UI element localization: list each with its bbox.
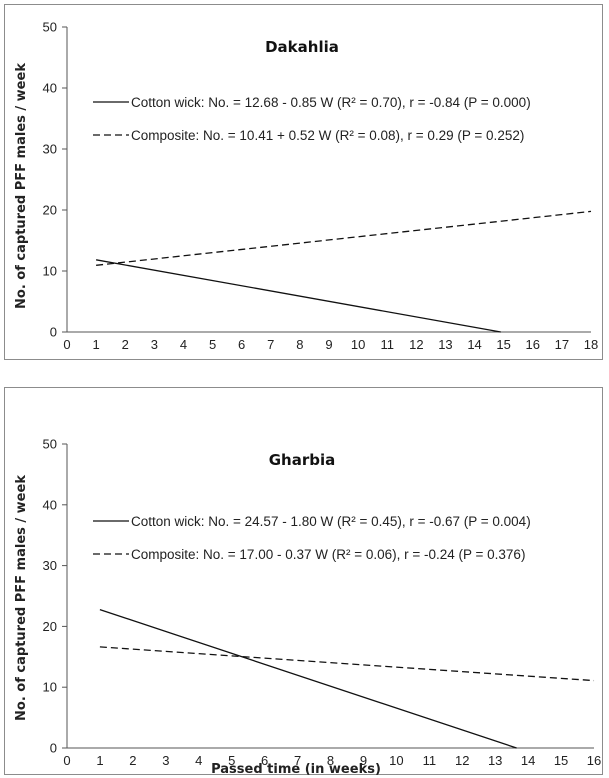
chart1-title: Dakahlia [265, 38, 339, 56]
chart2-x-tick-label: 6 [261, 753, 268, 768]
chart2-legend-entry: Cotton wick: No. = 24.57 - 1.80 W (R² = … [131, 514, 531, 529]
chart1-x-tick-label: 6 [238, 337, 245, 352]
chart1-x-tick-label: 1 [92, 337, 99, 352]
chart2-x-tick-label: 9 [360, 753, 367, 768]
chart1-legend-entry: Composite: No. = 10.41 + 0.52 W (R² = 0.… [131, 128, 524, 143]
chart1-series-line-cotton-wick [95, 259, 501, 333]
chart1-x-tick-label: 13 [438, 337, 452, 352]
chart1-y-tick-label: 20 [43, 203, 57, 218]
chart2-y-tick-label: 0 [50, 741, 57, 756]
chart2-x-tick-label: 13 [488, 753, 502, 768]
chart1-y-tick-label: 10 [43, 264, 57, 279]
chart2-y-tick-label: 40 [43, 497, 57, 512]
chart2-x-tick-label: 7 [294, 753, 301, 768]
chart1-y-tick-label: 50 [43, 20, 57, 35]
chart2-x-tick-label: 15 [554, 753, 568, 768]
chart2-x-tick-label: 10 [389, 753, 403, 768]
chart2-y-tick-label: 30 [43, 558, 57, 573]
chart2-x-tick-label: 11 [423, 753, 437, 768]
chart2-y-axis-title: No. of captured PFF males / week [14, 475, 29, 721]
chart2-title: Gharbia [269, 451, 336, 469]
chart2-y-tick-label: 20 [43, 619, 57, 634]
chart2-x-tick-label: 14 [521, 753, 535, 768]
chart2-x-tick-label: 12 [455, 753, 469, 768]
chart2-series-line-cotton-wick [99, 608, 517, 749]
chart1-series-line-composite [96, 210, 592, 266]
chart-panel-dakahlia [4, 4, 603, 360]
chart1-x-tick-label: 15 [496, 337, 510, 352]
chart1-x-tick-label: 3 [151, 337, 158, 352]
chart2-y-tick-label: 50 [43, 437, 57, 452]
chart2-x-tick-label: 5 [228, 753, 235, 768]
chart1-x-tick-label: 2 [122, 337, 129, 352]
chart2-x-tick-label: 2 [129, 753, 136, 768]
chart2-x-tick-label: 4 [195, 753, 202, 768]
chart2-x-axis-title: Passed time (in weeks) [211, 762, 381, 777]
chart2-x-tick-label: 16 [587, 753, 601, 768]
chart2-x-tick-label: 3 [162, 753, 169, 768]
chart1-x-tick-label: 10 [351, 337, 365, 352]
chart2-y-tick-label: 10 [43, 680, 57, 695]
chart1-x-tick-label: 17 [555, 337, 569, 352]
chart1-legend-entry: Cotton wick: No. = 12.68 - 0.85 W (R² = … [131, 95, 531, 110]
chart2-x-tick-label: 8 [327, 753, 334, 768]
chart1-x-tick-label: 9 [325, 337, 332, 352]
chart2-series-line-composite [99, 646, 595, 682]
chart1-x-tick-label: 16 [526, 337, 540, 352]
chart1-x-tick-label: 11 [380, 337, 394, 352]
chart1-x-tick-label: 5 [209, 337, 216, 352]
chart1-y-tick-label: 40 [43, 81, 57, 96]
chart1-y-tick-label: 30 [43, 142, 57, 157]
chart1-x-tick-label: 8 [296, 337, 303, 352]
chart1-y-axis-title: No. of captured PFF males / week [14, 63, 29, 309]
chart1-x-tick-label: 4 [180, 337, 187, 352]
chart1-x-tick-label: 12 [409, 337, 423, 352]
chart1-y-tick-label: 0 [50, 325, 57, 340]
chart1-x-tick-label: 7 [267, 337, 274, 352]
chart1-x-tick-label: 0 [63, 337, 70, 352]
chart2-legend-entry: Composite: No. = 17.00 - 0.37 W (R² = 0.… [131, 547, 525, 562]
chart-panel-gharbia [4, 387, 603, 775]
chart1-x-tick-label: 14 [467, 337, 481, 352]
chart1-x-tick-label: 18 [584, 337, 598, 352]
chart2-x-tick-label: 1 [96, 753, 103, 768]
chart2-x-tick-label: 0 [63, 753, 70, 768]
